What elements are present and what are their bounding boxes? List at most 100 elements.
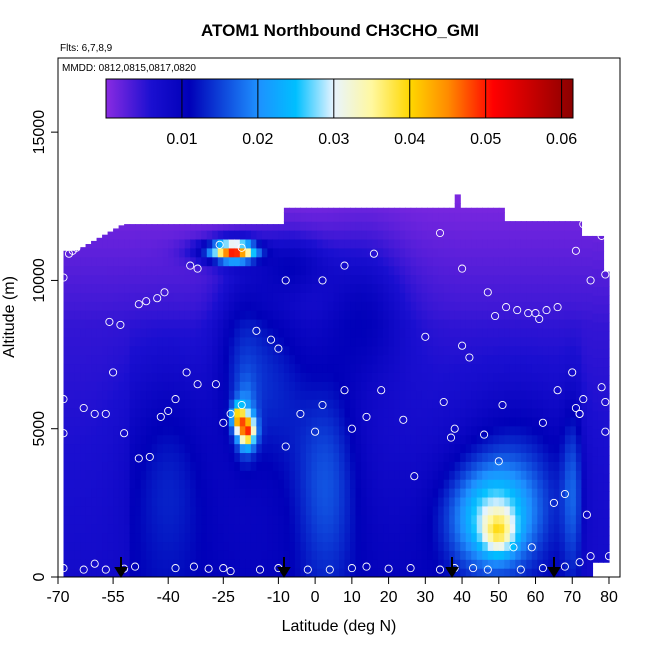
heatmap-cell [201, 265, 208, 276]
heatmap-cell [289, 550, 296, 560]
heatmap-cell [234, 479, 241, 489]
heatmap-cell [201, 407, 208, 418]
heatmap-cell [542, 318, 549, 329]
heatmap-cell [339, 212, 346, 222]
heatmap-cell [471, 416, 478, 427]
heatmap-cell [361, 247, 368, 258]
heatmap-cell [355, 407, 362, 418]
heatmap-cell [586, 505, 594, 516]
heatmap-cell [195, 310, 202, 320]
heatmap-cell [432, 372, 439, 382]
heatmap-cell [471, 327, 478, 338]
heatmap-cell [322, 541, 329, 551]
heatmap-cell [553, 345, 560, 356]
heatmap-cell [553, 230, 560, 240]
heatmap-cell [256, 541, 263, 551]
heatmap-cell [212, 274, 219, 284]
heatmap-cell [256, 336, 263, 347]
heatmap-cell [487, 407, 494, 418]
heatmap-cell [96, 381, 103, 391]
heatmap-cell [465, 354, 472, 365]
heatmap-cell [107, 470, 114, 480]
heatmap-cell [113, 443, 120, 454]
heatmap-cell [460, 381, 467, 391]
heatmap-cell [515, 532, 522, 543]
heatmap-cell [217, 514, 224, 525]
heatmap-cell [603, 428, 610, 439]
heatmap-cell [140, 381, 147, 391]
heatmap-cell [383, 221, 390, 231]
heatmap-cell [394, 363, 401, 373]
heatmap-cell [482, 256, 489, 267]
heatmap-cell [201, 381, 208, 391]
heatmap-cell [206, 407, 213, 418]
heatmap-cell [361, 292, 368, 302]
heatmap-cell [250, 416, 257, 427]
heatmap-cell [405, 470, 412, 480]
heatmap-cell [493, 274, 500, 284]
heatmap-cell [168, 283, 175, 293]
heatmap-cell [520, 274, 527, 284]
heatmap-cell [405, 207, 412, 213]
heatmap-cell [80, 301, 87, 311]
heatmap-cell [289, 212, 296, 222]
heatmap-cell [234, 318, 241, 329]
heatmap-cell [520, 541, 527, 551]
heatmap-cell [427, 532, 434, 543]
heatmap-cell [416, 265, 423, 276]
heatmap-cell [63, 310, 70, 320]
heatmap-cell [597, 313, 605, 323]
heatmap-cell [410, 416, 417, 427]
heatmap-cell [129, 327, 136, 338]
heatmap-cell [228, 514, 235, 525]
heatmap-cell [405, 479, 412, 489]
heatmap-cell [245, 505, 252, 516]
heatmap-cell [465, 310, 472, 320]
heatmap-cell [333, 336, 340, 347]
heatmap-cell [179, 416, 186, 427]
heatmap-cell [449, 336, 456, 347]
heatmap-cell [559, 416, 566, 427]
heatmap-cell [217, 425, 224, 436]
heatmap-cell [383, 327, 390, 338]
heatmap-cell [383, 505, 390, 516]
heatmap-cell [493, 470, 500, 480]
heatmap-cell [443, 207, 450, 213]
heatmap-cell [438, 221, 445, 231]
heatmap-cell [311, 452, 318, 462]
heatmap-cell [410, 292, 417, 302]
heatmap-cell [570, 532, 577, 543]
heatmap-cell [278, 488, 285, 498]
heatmap-cell [460, 274, 467, 284]
heatmap-cell [113, 292, 120, 302]
heatmap-cell [559, 505, 566, 516]
heatmap-cell [482, 550, 489, 560]
heatmap-cell [526, 283, 533, 293]
heatmap-cell [537, 479, 544, 489]
heatmap-cell [267, 345, 274, 356]
heatmap-cell [267, 568, 274, 577]
heatmap-cell [493, 390, 500, 400]
heatmap-cell [487, 301, 494, 311]
heatmap-cell [228, 541, 235, 551]
heatmap-cell [366, 207, 373, 213]
heatmap-cell [570, 327, 577, 338]
heatmap-cell [201, 247, 208, 258]
heatmap-cell [504, 505, 511, 516]
heatmap-cell [162, 336, 169, 347]
heatmap-cell [63, 407, 70, 418]
heatmap-cell [333, 390, 340, 400]
heatmap-cell [383, 274, 390, 284]
heatmap-cell [597, 535, 605, 545]
heatmap-cell [493, 265, 500, 276]
heatmap-cell [151, 399, 158, 409]
heatmap-cell [421, 310, 428, 320]
heatmap-cell [272, 416, 279, 427]
heatmap-cell [250, 327, 257, 338]
heatmap-cell [548, 434, 555, 445]
heatmap-cell [526, 372, 533, 382]
heatmap-cell [449, 318, 456, 329]
heatmap-cell [405, 301, 412, 311]
heatmap-cell [173, 470, 180, 480]
heatmap-cell [460, 488, 467, 498]
